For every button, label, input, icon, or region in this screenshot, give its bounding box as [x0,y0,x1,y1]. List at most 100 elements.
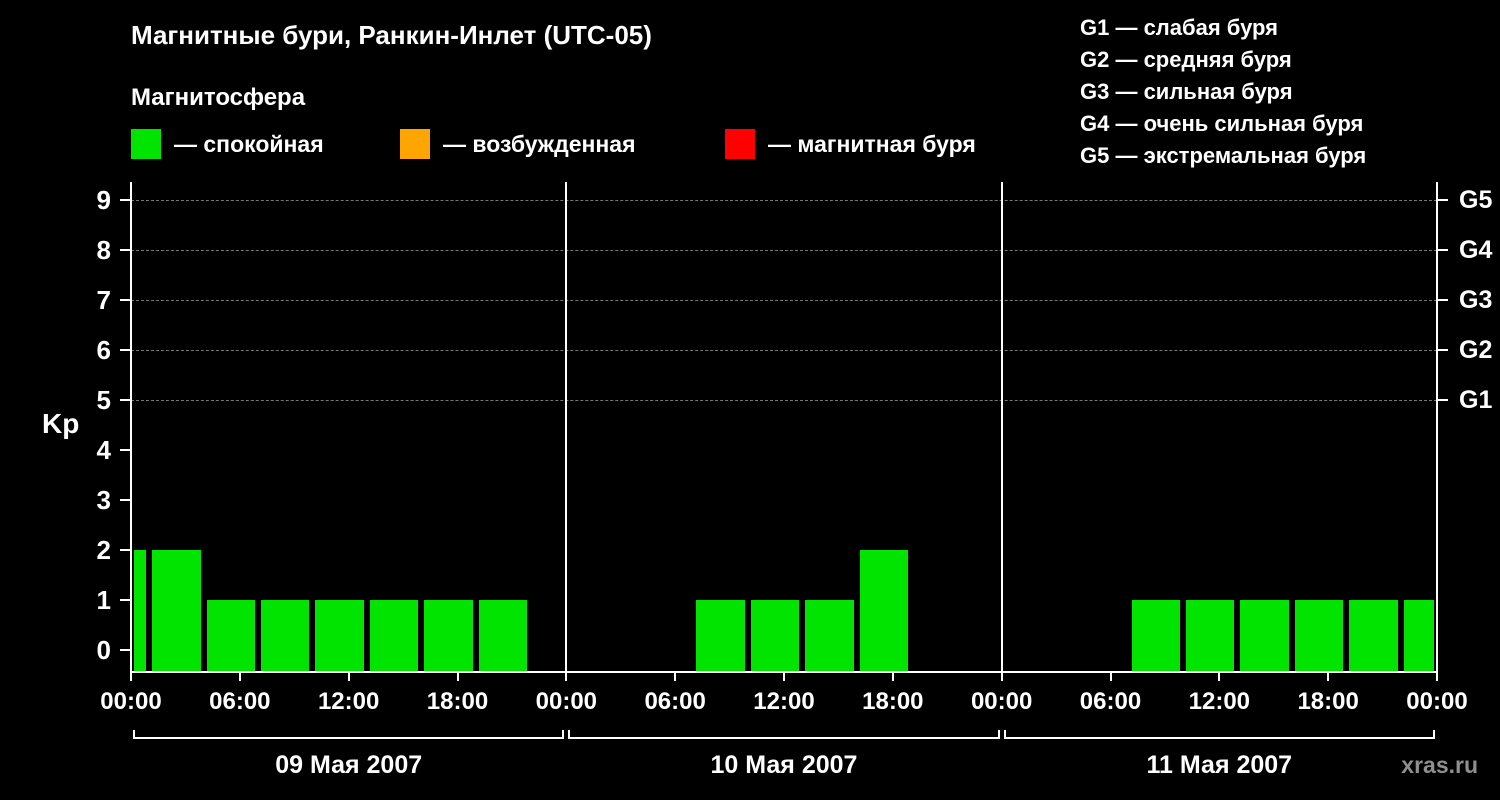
kp-bar [1403,600,1434,671]
y-tick [120,599,130,601]
storm-scale-g4: G4 — очень сильная буря [1080,111,1364,136]
y-tick [120,249,130,251]
g-tick [1438,249,1448,251]
time-tick [891,673,894,681]
storm-scale-g2: G2 — средняя буря [1080,47,1292,72]
time-tick [783,673,785,681]
y-tick-label: 2 [96,535,111,565]
kp-bar [805,600,854,671]
y-tick [120,199,130,201]
time-tick-label: 18:00 [862,688,924,715]
kp-bar [369,600,419,671]
time-tick-label: 18:00 [426,688,489,715]
time-tick-label: 12:00 [1188,688,1251,715]
panel-separator [1000,182,1003,673]
day-label: 11 Мая 2007 [1146,751,1293,779]
time-tick-label: 00:00 [1406,688,1468,715]
quiet-label: — спокойная [174,130,324,157]
excited-color-swatch [400,129,430,159]
y-tick-label: 8 [96,235,111,265]
kp-bar [152,550,201,671]
gridline-kp9 [131,200,1437,201]
storm-scale-g1: G1 — слабая буря [1080,15,1279,40]
quiet-color-swatch [131,129,161,159]
day-bracket-cap [133,730,135,739]
y-tick [120,449,130,451]
g-tick-label: G2 [1459,336,1493,364]
y-tick-label: 3 [96,485,111,515]
y-tick [120,299,130,301]
y-tick [120,499,130,501]
time-tick-label: 06:00 [644,688,706,715]
day-bracket [1003,737,1435,739]
right-axis-line [1436,182,1438,673]
excited-label: — возбужденная [443,130,636,157]
g-tick-label: G1 [1459,386,1493,414]
gridline-kp8 [131,250,1437,251]
day-label: 10 Мая 2007 [710,751,858,779]
y-tick-label: 4 [96,435,111,465]
storm-label: — магнитная буря [768,130,976,157]
gridline-kp7 [131,300,1437,301]
g-tick-label: G5 [1459,186,1493,214]
chart-title: Магнитные бури, Ранкин-Инлет (UTC-05) [131,20,652,50]
y-axis-line [130,182,132,673]
y-tick [120,649,130,651]
kp-bar [750,600,800,671]
x-axis-line [130,671,1438,673]
time-tick-label: 00:00 [970,688,1033,715]
legend-item-storm: — магнитная буря [725,129,976,159]
g-tick [1438,349,1448,351]
time-tick [1000,673,1003,681]
y-tick-label: 9 [96,185,111,215]
y-tick-label: 0 [96,635,111,665]
time-tick [1109,673,1112,681]
g-tick-label: G4 [1459,236,1493,264]
magnetosphere-label: Магнитосфера [131,84,306,111]
time-tick-label: 12:00 [317,688,380,715]
day-bracket-cap [997,730,1000,739]
y-tick-label: 5 [96,385,111,415]
time-tick-label: 06:00 [1079,688,1142,715]
time-tick [1218,673,1221,681]
day-bracket-cap [568,730,571,739]
kp-bar [424,600,473,671]
legend-item-quiet: — спокойная [131,129,324,159]
gridline-kp5 [131,400,1437,401]
time-tick [130,673,132,681]
storm-color-swatch [725,129,755,159]
kp-bar [134,550,147,671]
storm-scale-g3: G3 — сильная буря [1080,79,1293,104]
kp-bar [206,600,255,671]
panel-separator [565,182,568,673]
g-tick [1438,399,1448,401]
y-tick-label: 1 [96,585,111,615]
time-tick-label: 18:00 [1297,688,1359,715]
y-tick [120,399,130,401]
y-tick-label: 7 [96,285,111,315]
time-tick-label: 12:00 [753,688,815,715]
kp-bar [1131,600,1181,671]
time-tick [674,673,677,681]
y-tick-label: 6 [96,335,111,365]
storm-scale-g5: G5 — экстремальная буря [1080,143,1367,168]
time-tick [347,673,350,681]
kp-bar [1294,600,1344,671]
day-bracket-cap [1003,730,1006,739]
day-bracket [133,737,565,739]
kp-bar [1240,600,1289,671]
y-tick [120,349,130,351]
time-tick [1436,673,1438,681]
time-tick [238,673,241,681]
y-axis-title: Kp [42,408,80,439]
kp-bar [1349,600,1398,671]
kp-bar [315,600,364,671]
time-tick-label: 06:00 [209,688,271,715]
kp-bar [1186,600,1235,671]
kp-bar [478,600,528,671]
y-tick [120,549,130,551]
watermark: xras.ru [1401,752,1478,778]
day-label: 09 Мая 2007 [275,751,423,779]
time-tick [565,673,568,681]
